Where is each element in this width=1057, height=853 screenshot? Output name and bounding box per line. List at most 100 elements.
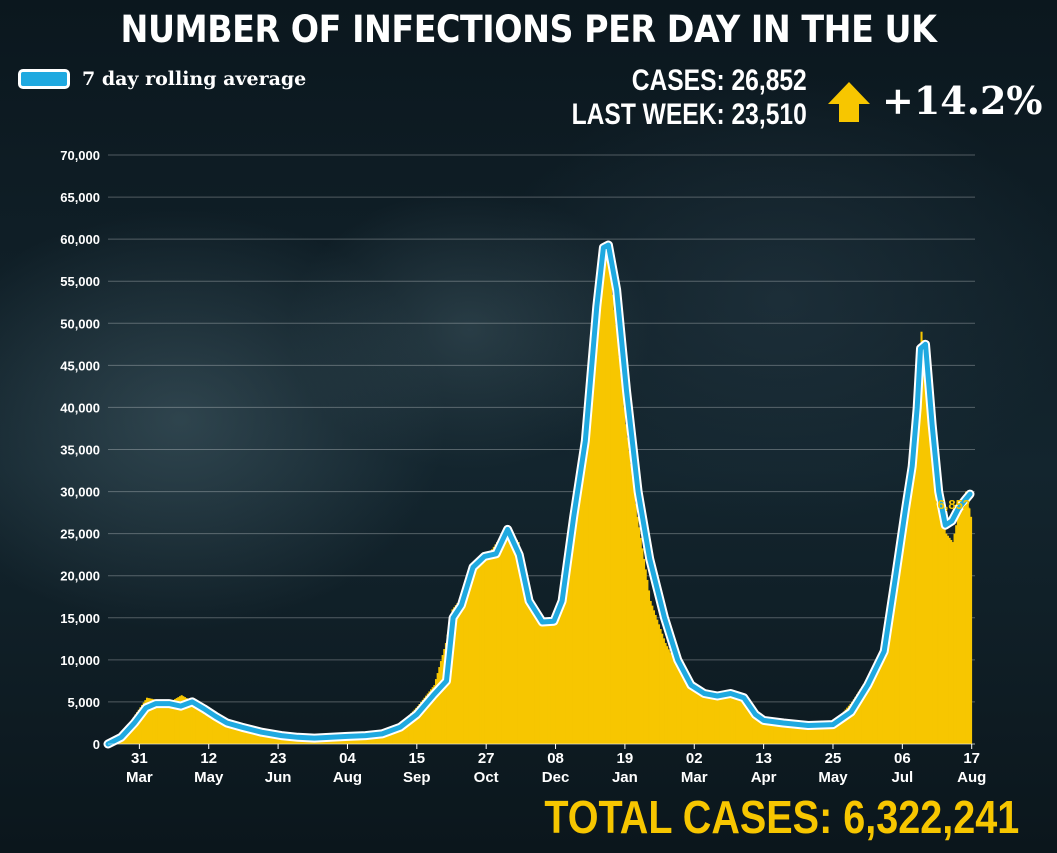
daily-bar <box>899 542 902 744</box>
daily-bar <box>832 722 836 744</box>
daily-bar <box>828 723 831 744</box>
daily-bar <box>847 705 850 744</box>
daily-bar <box>383 732 386 744</box>
daily-bar <box>573 508 576 744</box>
daily-bar <box>953 533 956 744</box>
daily-bar <box>930 407 933 744</box>
daily-bar <box>539 613 542 744</box>
daily-bar <box>700 692 703 744</box>
daily-bar <box>641 548 644 744</box>
daily-bar <box>846 707 849 744</box>
y-tick-label: 5,000 <box>67 695 100 710</box>
daily-bar <box>392 728 395 744</box>
daily-bar <box>908 474 911 744</box>
daily-bar <box>897 550 900 744</box>
daily-bar <box>819 723 822 744</box>
daily-bar <box>907 491 910 744</box>
daily-bar <box>540 615 543 744</box>
daily-bar <box>269 734 272 744</box>
daily-bar <box>466 584 469 744</box>
daily-bar <box>823 723 826 744</box>
daily-bar <box>231 726 234 744</box>
daily-bar <box>218 720 221 744</box>
daily-bar <box>487 554 490 744</box>
daily-bar <box>489 551 492 744</box>
daily-bar <box>633 490 636 744</box>
daily-bar <box>233 727 236 744</box>
daily-bar <box>406 716 409 744</box>
daily-bar <box>197 707 200 744</box>
y-tick-label: 50,000 <box>60 316 100 331</box>
daily-bar <box>400 723 403 744</box>
daily-bar <box>256 732 259 744</box>
daily-bar <box>938 491 941 744</box>
daily-bar <box>492 546 495 744</box>
daily-bar <box>142 702 145 744</box>
daily-bar <box>208 716 211 744</box>
daily-bar <box>725 695 728 744</box>
daily-bar <box>766 723 769 744</box>
daily-bar <box>241 729 244 744</box>
daily-bar <box>598 269 601 744</box>
daily-bar <box>225 724 228 744</box>
daily-bar <box>854 696 857 744</box>
daily-bar <box>525 584 528 744</box>
daily-bar <box>816 724 819 744</box>
y-tick-label: 20,000 <box>60 569 100 584</box>
daily-bar <box>456 603 459 744</box>
daily-bar <box>968 508 971 744</box>
daily-bar <box>778 724 781 744</box>
daily-bar <box>851 701 854 744</box>
daily-bar <box>695 690 698 744</box>
daily-bar <box>867 676 870 744</box>
daily-bar <box>459 598 462 744</box>
daily-bar <box>372 734 375 744</box>
daily-bar <box>783 724 786 744</box>
daily-bar <box>750 711 753 744</box>
daily-bar <box>671 655 674 744</box>
daily-bar <box>902 525 905 744</box>
daily-bar <box>857 691 860 744</box>
daily-bar <box>652 610 656 744</box>
daily-bar <box>884 643 887 744</box>
daily-bar <box>965 491 968 744</box>
daily-bar <box>451 609 454 744</box>
daily-bar <box>717 697 720 744</box>
y-tick-label: 35,000 <box>60 443 100 458</box>
daily-bar <box>631 477 634 744</box>
daily-bar <box>814 724 817 744</box>
daily-bar <box>479 562 482 744</box>
daily-case-bars <box>111 247 973 745</box>
daily-bar <box>210 716 213 744</box>
daily-bar <box>619 373 622 744</box>
weekly-change: +14.2% <box>882 78 1043 123</box>
daily-bar <box>634 503 637 744</box>
daily-bar <box>682 676 685 744</box>
daily-bar <box>472 567 476 744</box>
x-tick-month: Aug <box>957 769 986 786</box>
daily-bar <box>159 700 162 744</box>
x-tick-month: May <box>818 769 848 786</box>
daily-bar <box>861 686 864 744</box>
daily-bar <box>903 516 907 744</box>
daily-bar <box>279 736 282 744</box>
daily-bar <box>836 719 839 744</box>
daily-bar <box>577 491 580 744</box>
daily-bar <box>719 697 722 744</box>
daily-bar <box>895 558 898 744</box>
daily-bar <box>228 725 231 744</box>
daily-bar <box>664 643 667 744</box>
daily-bar <box>875 659 878 744</box>
daily-bar <box>648 590 651 744</box>
daily-bar <box>581 466 585 744</box>
daily-bar <box>398 724 401 744</box>
daily-bar <box>434 679 438 744</box>
daily-bar <box>963 495 966 744</box>
daily-bar <box>377 734 380 744</box>
x-tick-month: Oct <box>474 769 499 786</box>
daily-bar <box>614 324 618 744</box>
daily-bar <box>674 661 677 744</box>
daily-bar <box>636 516 639 744</box>
daily-bar <box>382 733 385 744</box>
daily-bar <box>373 734 376 744</box>
